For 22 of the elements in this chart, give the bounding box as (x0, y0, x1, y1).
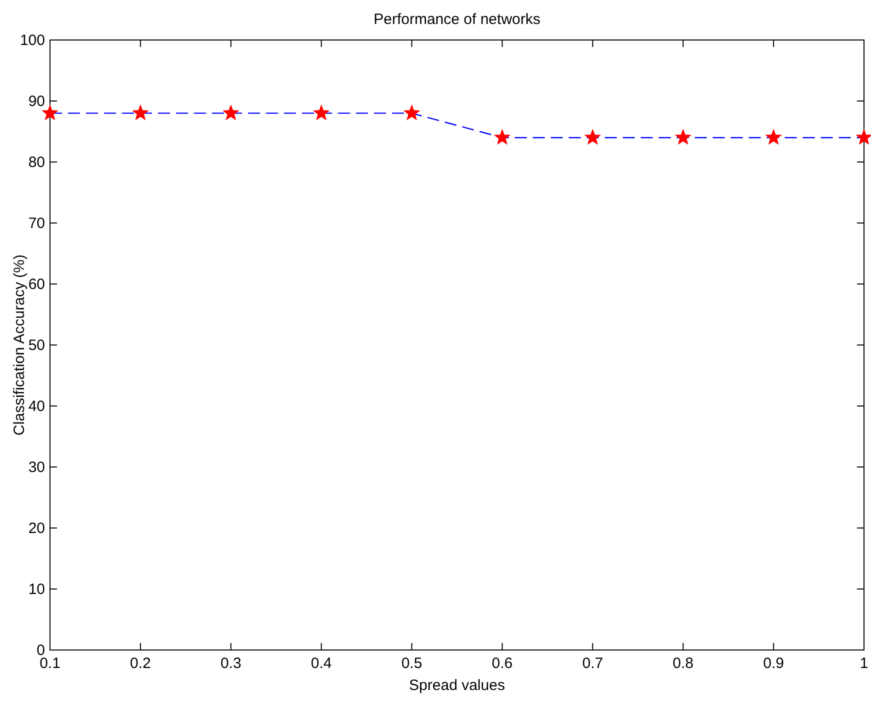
y-tick-label: 100 (20, 32, 45, 49)
chart-title: Performance of networks (374, 11, 540, 28)
x-tick-label: 0.8 (672, 655, 694, 672)
x-axis-title: Spread values (409, 677, 505, 694)
y-axis-title: Classification Accuracy (%) (11, 254, 28, 436)
y-tick-label: 30 (28, 459, 45, 476)
x-tick-label: 0.3 (220, 655, 242, 672)
y-tick-label: 10 (28, 581, 45, 598)
y-tick-label: 70 (28, 215, 45, 232)
y-tick-label: 90 (28, 93, 45, 110)
y-tick-label: 50 (28, 337, 45, 354)
x-tick-label: 0.7 (582, 655, 604, 672)
x-tick-label: 0.6 (492, 655, 513, 672)
y-tick-label: 20 (28, 520, 45, 537)
x-tick-label: 0.9 (763, 655, 784, 672)
x-tick-label: 1 (860, 655, 868, 672)
y-tick-label: 40 (28, 398, 45, 415)
x-tick-label: 0.4 (310, 655, 332, 672)
x-tick-label: 0.2 (130, 655, 151, 672)
y-tick-label: 80 (28, 154, 45, 171)
x-tick-label: 0.5 (401, 655, 422, 672)
y-tick-label: 60 (28, 276, 45, 293)
